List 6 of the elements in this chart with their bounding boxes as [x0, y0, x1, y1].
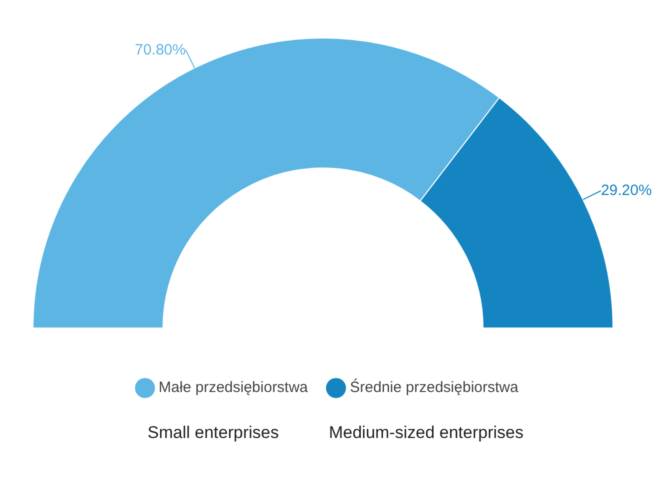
data-label: 29.20%	[600, 182, 652, 200]
legend-label: Średnie przedsiębiorstwa	[350, 379, 518, 396]
text: Small enterprises	[148, 423, 279, 443]
text: Medium-sized enterprises	[328, 423, 524, 443]
legend-label: Małe przedsiębiorstwa	[158, 379, 308, 396]
data-label: 70.80%	[134, 42, 186, 59]
